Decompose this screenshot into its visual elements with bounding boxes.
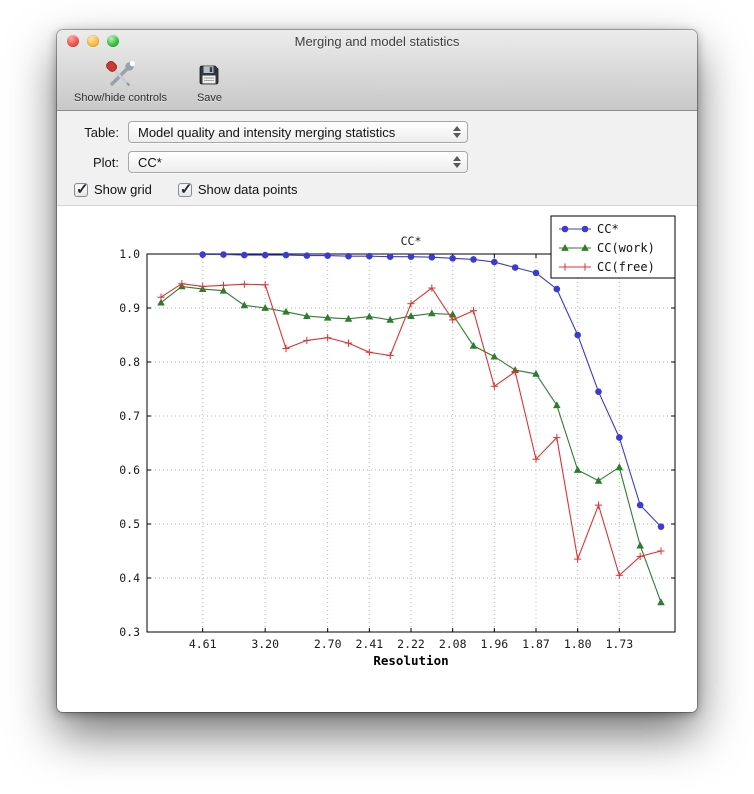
checkbox-row: Show grid Show data points	[69, 180, 685, 198]
plot-label: Plot:	[92, 154, 119, 170]
show-grid-checkbox[interactable]: Show grid	[74, 180, 152, 198]
svg-text:CC*: CC*	[401, 234, 422, 248]
window-header: Merging and model statistics	[57, 30, 697, 111]
popup-arrows-icon	[447, 126, 461, 138]
svg-text:1.73: 1.73	[605, 637, 633, 651]
table-label: Table:	[84, 124, 119, 140]
plot-area: 0.3 0.4 0.5 0.6 0.7 0.8 0.9 1.0 4.61 3.20 2.70 2.41…	[57, 206, 697, 712]
zoom-button[interactable]	[107, 35, 119, 47]
plot-row: Plot: CC*	[69, 151, 685, 173]
svg-text:Resolution: Resolution	[373, 653, 448, 668]
show-hide-controls-button[interactable]: Show/hide controls	[71, 58, 170, 105]
tools-icon	[104, 59, 136, 91]
svg-text:CC*: CC*	[597, 222, 619, 236]
table-select[interactable]: Model quality and intensity merging stat…	[128, 121, 468, 143]
close-button[interactable]	[67, 35, 79, 47]
tool-label: Show/hide controls	[74, 92, 167, 104]
chart-canvas: 0.3 0.4 0.5 0.6 0.7 0.8 0.9 1.0 4.61 3.20 2.70 2.41…	[63, 210, 691, 684]
svg-text:0.5: 0.5	[119, 517, 140, 531]
popup-arrows-icon	[447, 156, 461, 168]
svg-text:2.70: 2.70	[314, 637, 342, 651]
svg-text:2.08: 2.08	[439, 637, 467, 651]
checkbox-box[interactable]	[177, 180, 192, 198]
window-title: Merging and model statistics	[294, 33, 460, 49]
table-select-value: Model quality and intensity merging stat…	[138, 124, 396, 140]
svg-text:CC(work): CC(work)	[597, 241, 655, 255]
checkbox-label: Show data points	[197, 182, 298, 197]
save-button[interactable]: Save	[194, 58, 225, 105]
svg-text:2.41: 2.41	[355, 637, 383, 651]
table-row: Table: Model quality and intensity mergi…	[69, 121, 685, 143]
save-icon	[197, 59, 221, 91]
svg-text:0.3: 0.3	[119, 625, 140, 639]
svg-text:0.9: 0.9	[119, 301, 140, 315]
svg-text:4.61: 4.61	[189, 637, 217, 651]
checkbox-label: Show grid	[94, 182, 152, 197]
svg-text:0.6: 0.6	[119, 463, 140, 477]
svg-text:3.20: 3.20	[251, 637, 279, 651]
minimize-button[interactable]	[87, 35, 99, 47]
show-data-points-checkbox[interactable]: Show data points	[177, 180, 298, 198]
traffic-lights	[67, 35, 119, 47]
checkbox-box[interactable]	[74, 180, 89, 198]
svg-text:0.4: 0.4	[119, 571, 140, 585]
svg-text:1.96: 1.96	[480, 637, 508, 651]
titlebar[interactable]: Merging and model statistics	[57, 30, 697, 52]
svg-text:0.7: 0.7	[119, 409, 140, 423]
plot-select[interactable]: CC*	[128, 151, 468, 173]
tool-label: Save	[196, 92, 223, 104]
svg-text:1.80: 1.80	[564, 637, 592, 651]
svg-text:CC(free): CC(free)	[597, 260, 655, 274]
svg-text:0.8: 0.8	[119, 355, 140, 369]
plot-select-value: CC*	[138, 154, 162, 170]
controls-panel: Table: Model quality and intensity mergi…	[57, 111, 697, 206]
svg-text:2.22: 2.22	[397, 637, 425, 651]
toolbar: Show/hide controls Save	[57, 52, 697, 110]
svg-text:1.87: 1.87	[522, 637, 550, 651]
app-window: Merging and model statistics	[57, 30, 697, 712]
svg-text:1.0: 1.0	[119, 247, 140, 261]
